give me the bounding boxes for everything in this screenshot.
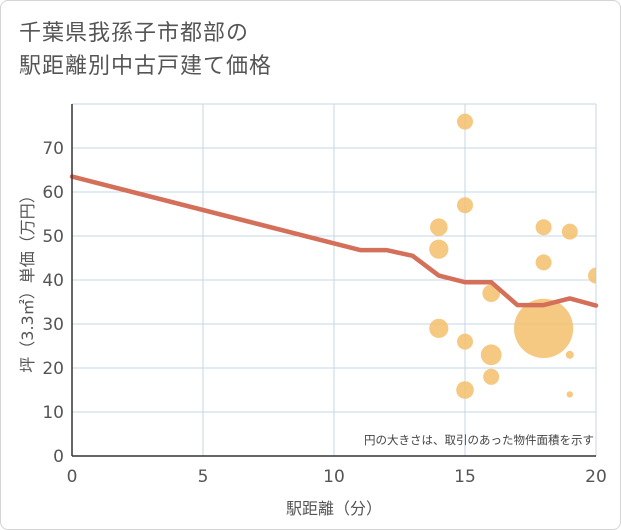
y-tick-label: 20	[42, 359, 64, 379]
y-tick-label: 60	[42, 183, 64, 203]
chart-title: 千葉県我孫子市都部の 駅距離別中古戸建て価格	[19, 17, 272, 83]
bubble-point	[430, 218, 448, 236]
bubble-point	[456, 381, 474, 399]
bubble-point	[514, 298, 574, 358]
bubble-series	[429, 113, 596, 399]
y-axis-title: 坪（3.3㎡）単価（万円）	[18, 187, 37, 372]
x-tick-label: 20	[585, 467, 607, 487]
x-axis-title: 駅距離（分）	[286, 499, 382, 518]
bubble-point	[457, 113, 473, 130]
chart-title-line-2: 駅距離別中古戸建て価格	[19, 54, 273, 79]
y-tick-label: 70	[42, 139, 64, 159]
x-tick-label: 0	[67, 467, 78, 487]
x-tick-label: 5	[198, 467, 209, 487]
trend-line	[69, 174, 599, 308]
bubble-point	[535, 254, 552, 271]
y-tick-label: 40	[42, 271, 64, 291]
trend-series	[69, 174, 599, 308]
y-tick-label: 30	[42, 315, 64, 335]
y-tick-label: 10	[42, 403, 64, 423]
x-tick-label: 10	[323, 467, 345, 487]
bubble-point	[535, 219, 552, 236]
bubble-point	[429, 318, 449, 338]
bubble-point	[566, 391, 573, 398]
bubble-point	[565, 350, 574, 359]
axis-labels: 0 10 20 30 40 50 60 70 0 5 10 15 20 駅距離（分） 坪（3.3㎡）単価（万…	[18, 139, 607, 518]
bubble-point	[457, 197, 473, 214]
bubble-point	[429, 239, 449, 259]
y-tick-label: 0	[53, 447, 64, 467]
y-tick-label: 50	[42, 227, 64, 247]
axes	[71, 104, 596, 457]
bubble-point	[480, 344, 502, 366]
x-tick-label: 15	[454, 467, 476, 487]
bubble-group	[429, 113, 596, 399]
bubble-point	[483, 368, 500, 385]
chart-title-line-1: 千葉県我孫子市都部の	[19, 21, 250, 46]
bubble-point	[561, 223, 578, 240]
bubble-point	[588, 267, 596, 284]
bubble-size-note: 円の大きさは、取引のあった物件面積を示す	[364, 433, 594, 447]
bubble-point	[457, 333, 473, 350]
